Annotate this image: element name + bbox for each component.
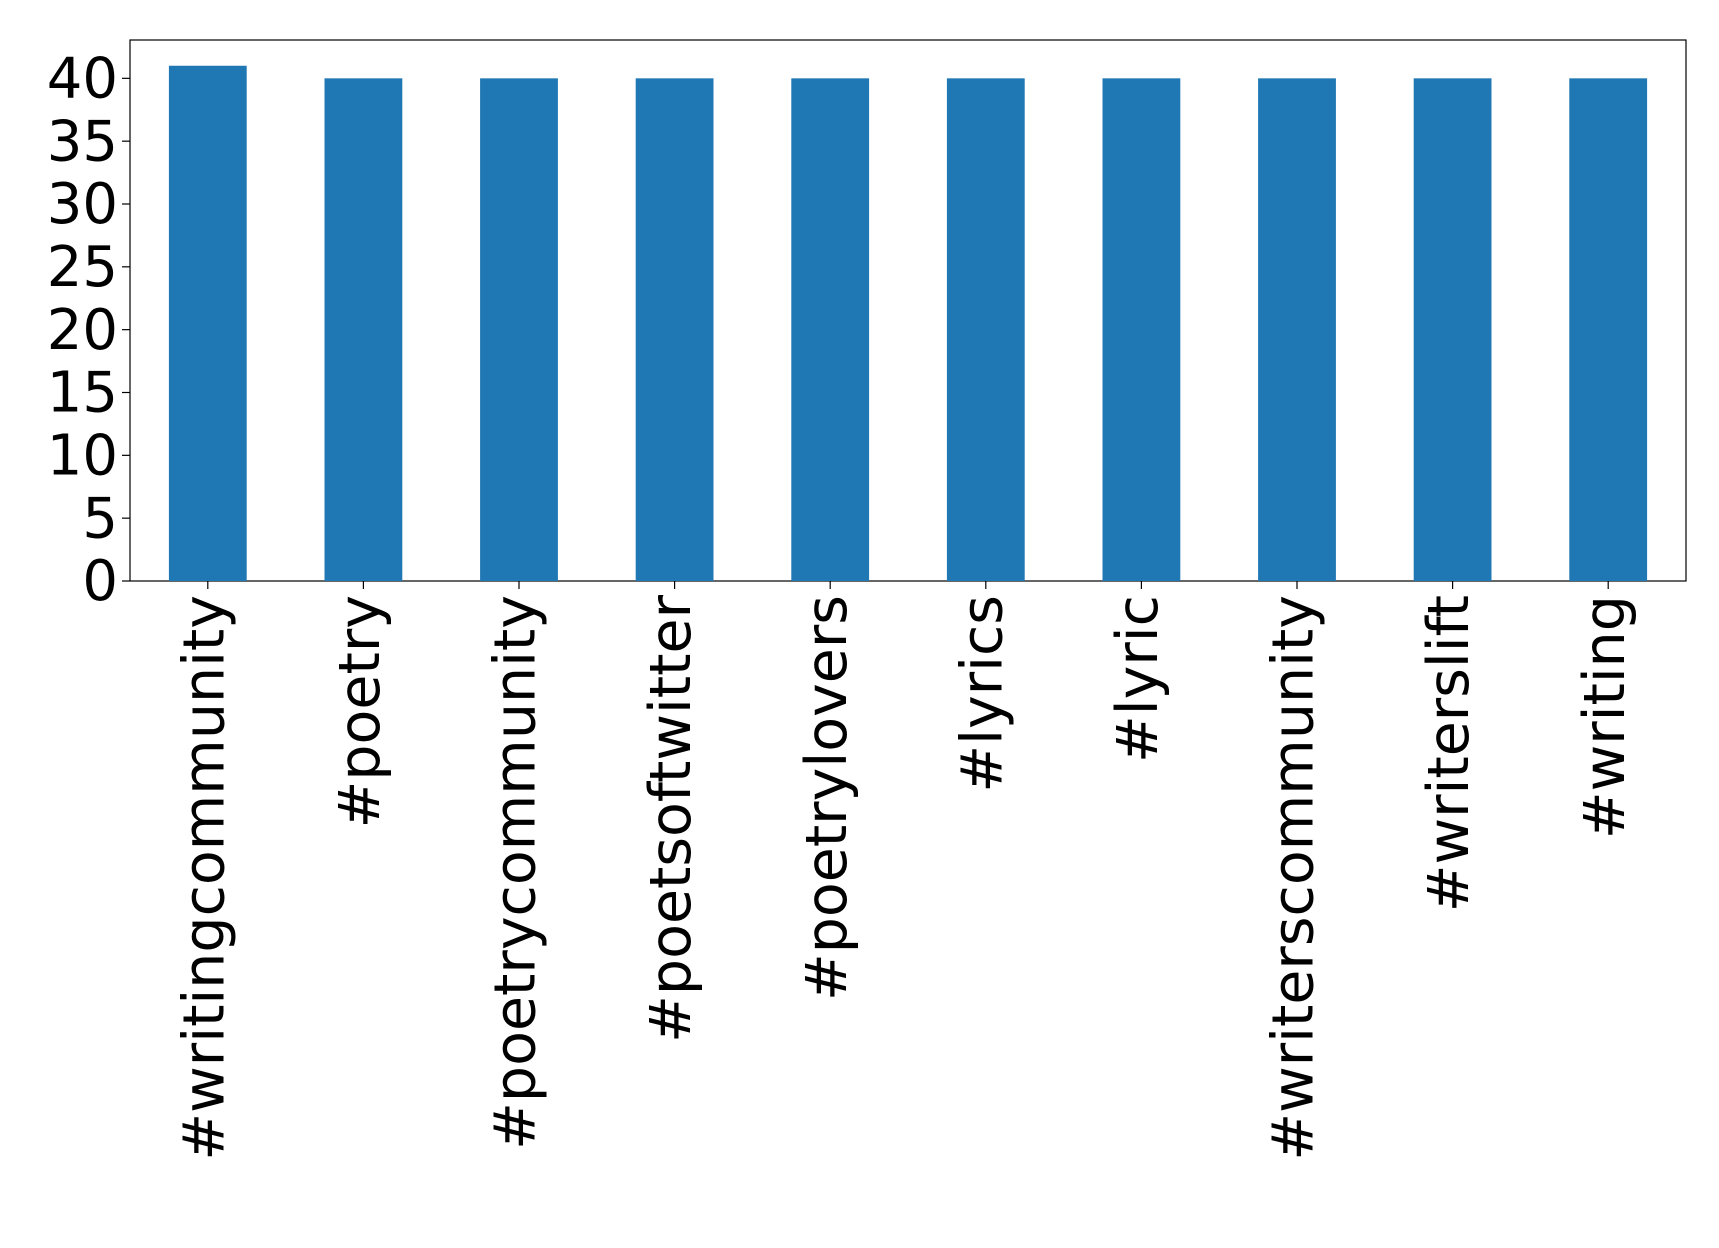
x-tick-label: #writingcommunity [171, 595, 237, 1161]
bar [480, 78, 558, 582]
y-tick-label: 20 [47, 298, 118, 363]
bar [324, 78, 403, 582]
x-tick-label: #poetry [327, 595, 393, 828]
bar [946, 78, 1025, 582]
x-tick-label: #lyric [1105, 595, 1171, 763]
y-tick-label: 10 [47, 423, 118, 488]
x-tick-label: #poetrycommunity [483, 595, 549, 1150]
x-tick-label: #poetrylovers [794, 595, 860, 1001]
y-tick-label: 15 [47, 361, 118, 426]
x-tick-label: #writerslift [1416, 595, 1482, 912]
x-tick-label: #poetsoftwitter [638, 594, 704, 1042]
bar [791, 78, 870, 582]
y-tick-label: 30 [47, 172, 118, 237]
x-tick-label: #writerscommunity [1261, 595, 1327, 1161]
plot-frame [129, 39, 1687, 582]
x-tick-label: #lyrics [949, 595, 1015, 793]
bar [1102, 78, 1181, 582]
bar [1569, 78, 1648, 582]
bar [1413, 78, 1492, 582]
x-tick-label: #writing [1572, 595, 1638, 839]
bar [1258, 78, 1336, 582]
y-tick-label: 35 [47, 109, 118, 174]
y-tick-label: 40 [47, 46, 118, 111]
bar [635, 78, 714, 582]
y-tick-label: 0 [82, 549, 118, 614]
y-tick-label: 25 [47, 235, 118, 300]
y-tick-label: 5 [82, 486, 118, 551]
bar [168, 65, 247, 581]
